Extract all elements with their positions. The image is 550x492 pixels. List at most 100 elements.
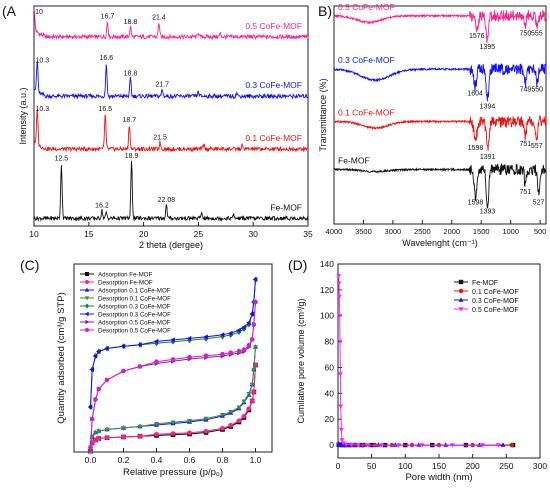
x-tick-label: 4000 — [326, 227, 343, 236]
isotherm-point — [170, 357, 176, 362]
isotherm-point — [104, 435, 110, 441]
peak-label: 10.3 — [35, 57, 49, 64]
ftir-trace-0-3-cofe-mof — [333, 63, 547, 102]
isotherm-point — [228, 350, 234, 356]
isotherm-point — [241, 399, 247, 405]
legend-marker — [85, 328, 89, 332]
isotherm-point — [253, 299, 258, 305]
isotherm-point — [104, 346, 109, 351]
x-tick-label: 0.4 — [151, 455, 163, 465]
peak-label: 18.7 — [123, 117, 137, 124]
peak-label: 21.5 — [153, 134, 167, 141]
trace-label-fe-mof: Fe-MOF — [270, 202, 302, 212]
x-axis-label: Relative pressure (p/p₀) — [123, 467, 223, 478]
isotherm-point — [154, 359, 159, 365]
panel-b: B) 4000 3500 3000 2500 2000 1500 1000 500 Wavele… — [318, 2, 547, 248]
isotherm-point — [252, 277, 258, 282]
legend-label: Desorption Fe-MOF — [98, 280, 153, 287]
pore-point — [500, 442, 506, 447]
x-tick-label: 0.8 — [217, 455, 229, 465]
legend-label: Fe-MOF — [472, 280, 498, 287]
ftir-trace-0-5-cofe-mof — [333, 9, 547, 43]
dip-label: 1604 — [467, 91, 483, 98]
dip-label: 751 — [519, 141, 531, 148]
ftir-trace-0-1-cofe-mof — [333, 114, 547, 151]
pore-point — [379, 443, 385, 448]
pore-point — [392, 442, 398, 447]
isotherm-point — [96, 436, 102, 441]
isotherm-line-desorption-fe-mof — [90, 364, 256, 452]
trace-label-0-5-cofe-mof: 0.5 CoFe-MOF — [245, 21, 302, 31]
isotherm-point — [220, 413, 225, 418]
legend-marker — [458, 279, 464, 285]
x-tick-label: 10 — [29, 229, 39, 239]
isotherm-point — [121, 434, 126, 440]
panel-a: (A 10 15 20 25 30 35 2 theta (dergee) Intensity… — [2, 3, 313, 250]
x-tick-label: 3500 — [355, 227, 372, 236]
isotherm-point — [249, 382, 255, 388]
isotherm-point — [89, 416, 95, 422]
isotherm-point — [236, 405, 242, 411]
isotherm-point — [92, 430, 98, 436]
dip-label: 527 — [533, 200, 545, 207]
isotherm-point — [246, 342, 252, 348]
y-tick-label: 0 — [329, 440, 334, 450]
x-tick-label: 2000 — [443, 227, 460, 236]
pore-point — [355, 443, 361, 448]
isotherm-point — [228, 423, 234, 428]
dip-label: 1576 — [469, 33, 485, 40]
legend-marker — [85, 280, 89, 284]
dip-label: 1395 — [480, 44, 496, 51]
pore-point — [337, 314, 343, 319]
peak-label: 22.08 — [158, 197, 176, 204]
isotherm-point — [154, 432, 159, 437]
isotherm-point — [170, 337, 175, 343]
isotherm-point — [121, 368, 126, 374]
legend-label: 0.1 CoFe-MOF — [472, 289, 519, 296]
legend-label: Adsorption Fe-MOF — [98, 272, 153, 279]
isotherm-point — [154, 340, 159, 347]
x-tick-label: 300 — [533, 461, 547, 471]
dip-label: 557 — [531, 143, 543, 150]
isotherm-point — [251, 389, 257, 395]
peak-label: 12.5 — [55, 155, 69, 162]
peak-label: 16.2 — [95, 203, 109, 210]
pore-point — [338, 404, 344, 409]
pore-point — [362, 442, 368, 447]
dip-label: 550 — [531, 86, 543, 93]
peak-label: 10 — [35, 9, 43, 16]
dip-label: 1391 — [480, 154, 496, 161]
dip-label: 1598 — [468, 200, 484, 207]
legend-label: Desorption 0.3 CoFe-MOF — [98, 312, 171, 319]
isotherm-point — [187, 419, 192, 424]
peak-label: 16.6 — [100, 55, 114, 62]
pore-point — [419, 443, 425, 448]
xrd-trace-0-5-cofe-mof — [33, 7, 309, 41]
xrd-trace-0-3-cofe-mof — [33, 60, 309, 100]
x-tick-label: 50 — [367, 461, 377, 471]
x-tick-label: 500 — [534, 227, 547, 236]
x-tick-label: 0.6 — [184, 455, 196, 465]
y-axis-label: Transmittance (%) — [318, 78, 328, 151]
panel-c-label: (C) — [20, 257, 39, 273]
legend-marker — [85, 319, 90, 325]
y-tick-label: 40 — [325, 388, 335, 398]
pore-point — [480, 443, 486, 448]
dip-label: 1393 — [480, 208, 496, 215]
x-tick-label: 25 — [194, 229, 204, 239]
trace-label-0-3-cofe-mof: 0.3 CoFe-MOF — [338, 55, 395, 65]
legend-label: Adsorption 0.1 CoFe-MOF — [98, 288, 171, 295]
isotherm-point — [153, 338, 159, 344]
isotherm-point — [220, 351, 225, 357]
legend-marker — [84, 287, 90, 292]
isotherm-point — [203, 335, 209, 342]
peak-label: 18.8 — [124, 71, 138, 78]
pore-point — [336, 294, 342, 299]
isotherm-point — [251, 322, 257, 327]
pore-point — [343, 442, 349, 448]
pore-point — [341, 441, 346, 446]
x-tick-label: 20 — [139, 229, 149, 239]
isotherm-point — [137, 424, 143, 430]
pore-point — [495, 443, 501, 448]
peak-label: 16.7 — [101, 13, 115, 20]
